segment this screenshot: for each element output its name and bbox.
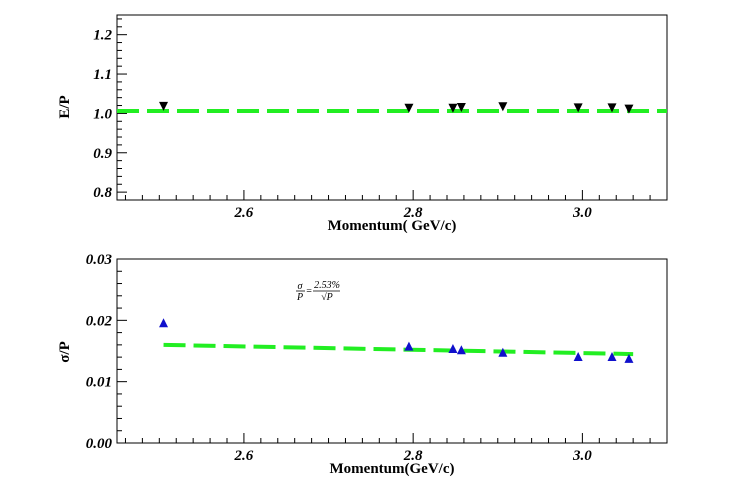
formula-sigma: σ bbox=[298, 281, 304, 292]
data-point bbox=[404, 103, 414, 113]
formula-p: P bbox=[296, 292, 303, 303]
data-point bbox=[607, 103, 617, 113]
tick-labels: 2.6 2.8 3.0 0.00 0.01 0.02 0.03 bbox=[86, 252, 593, 464]
formula-value: 2.53% bbox=[314, 280, 340, 291]
plot-frame bbox=[116, 14, 668, 201]
x-tick-label: 3.0 bbox=[572, 448, 592, 464]
axis-ticks bbox=[117, 258, 668, 444]
data-point bbox=[624, 104, 634, 114]
y-tick-label: 0.01 bbox=[86, 375, 112, 391]
data-point bbox=[624, 353, 634, 363]
y-tick-label: 1.2 bbox=[93, 28, 112, 44]
data-point bbox=[159, 101, 169, 111]
axis-ticks bbox=[117, 18, 668, 201]
fit-line-group bbox=[163, 342, 634, 357]
panel-sigma-over-momentum: 2.6 2.8 3.0 0.00 0.01 0.02 0.03 Momentum(GeV/c… bbox=[57, 252, 668, 477]
data-point bbox=[456, 103, 466, 112]
data-point bbox=[159, 318, 169, 328]
data-point bbox=[448, 103, 458, 113]
y-tick-label: 0.00 bbox=[86, 436, 113, 452]
data-point bbox=[573, 352, 583, 362]
plot-frame bbox=[116, 258, 668, 444]
y-tick-label: 0.02 bbox=[86, 313, 113, 329]
formula-equals: = bbox=[306, 286, 313, 297]
data-point bbox=[573, 103, 583, 113]
y-tick-label: 1.1 bbox=[93, 67, 112, 83]
x-tick-label: 2.8 bbox=[403, 205, 423, 221]
x-axis-title: Momentum(GeV/c) bbox=[330, 461, 455, 477]
x-axis-title: Momentum( GeV/c) bbox=[328, 218, 457, 234]
x-tick-label: 3.0 bbox=[572, 205, 592, 221]
y-axis-title: σ/P bbox=[57, 341, 73, 363]
data-point bbox=[498, 347, 508, 357]
data-point bbox=[404, 341, 414, 351]
data-point bbox=[607, 352, 617, 362]
data-markers bbox=[159, 318, 634, 363]
formula-sqrt-p: √P bbox=[321, 292, 333, 303]
resolution-formula-annotation: σ P = 2.53% √P bbox=[296, 280, 340, 303]
x-tick-label: 2.8 bbox=[403, 448, 423, 464]
data-markers bbox=[159, 101, 634, 114]
tick-labels: 2.6 2.8 3.0 0.8 0.9 1.0 1.1 1.2 bbox=[93, 28, 592, 221]
y-tick-label: 1.0 bbox=[93, 106, 112, 122]
fit-line bbox=[163, 342, 634, 357]
data-point bbox=[498, 102, 508, 112]
y-axis-title: E/P bbox=[57, 95, 73, 118]
y-tick-label: 0.03 bbox=[86, 252, 113, 268]
data-point bbox=[456, 345, 466, 355]
y-tick-label: 0.8 bbox=[93, 185, 112, 201]
x-tick-label: 2.6 bbox=[234, 448, 254, 464]
x-tick-label: 2.6 bbox=[234, 205, 254, 221]
data-point bbox=[448, 344, 458, 354]
y-tick-label: 0.9 bbox=[93, 146, 112, 162]
panel-energy-over-momentum: 2.6 2.8 3.0 0.8 0.9 1.0 1.1 1.2 Momentum( GeV/c… bbox=[57, 14, 668, 234]
